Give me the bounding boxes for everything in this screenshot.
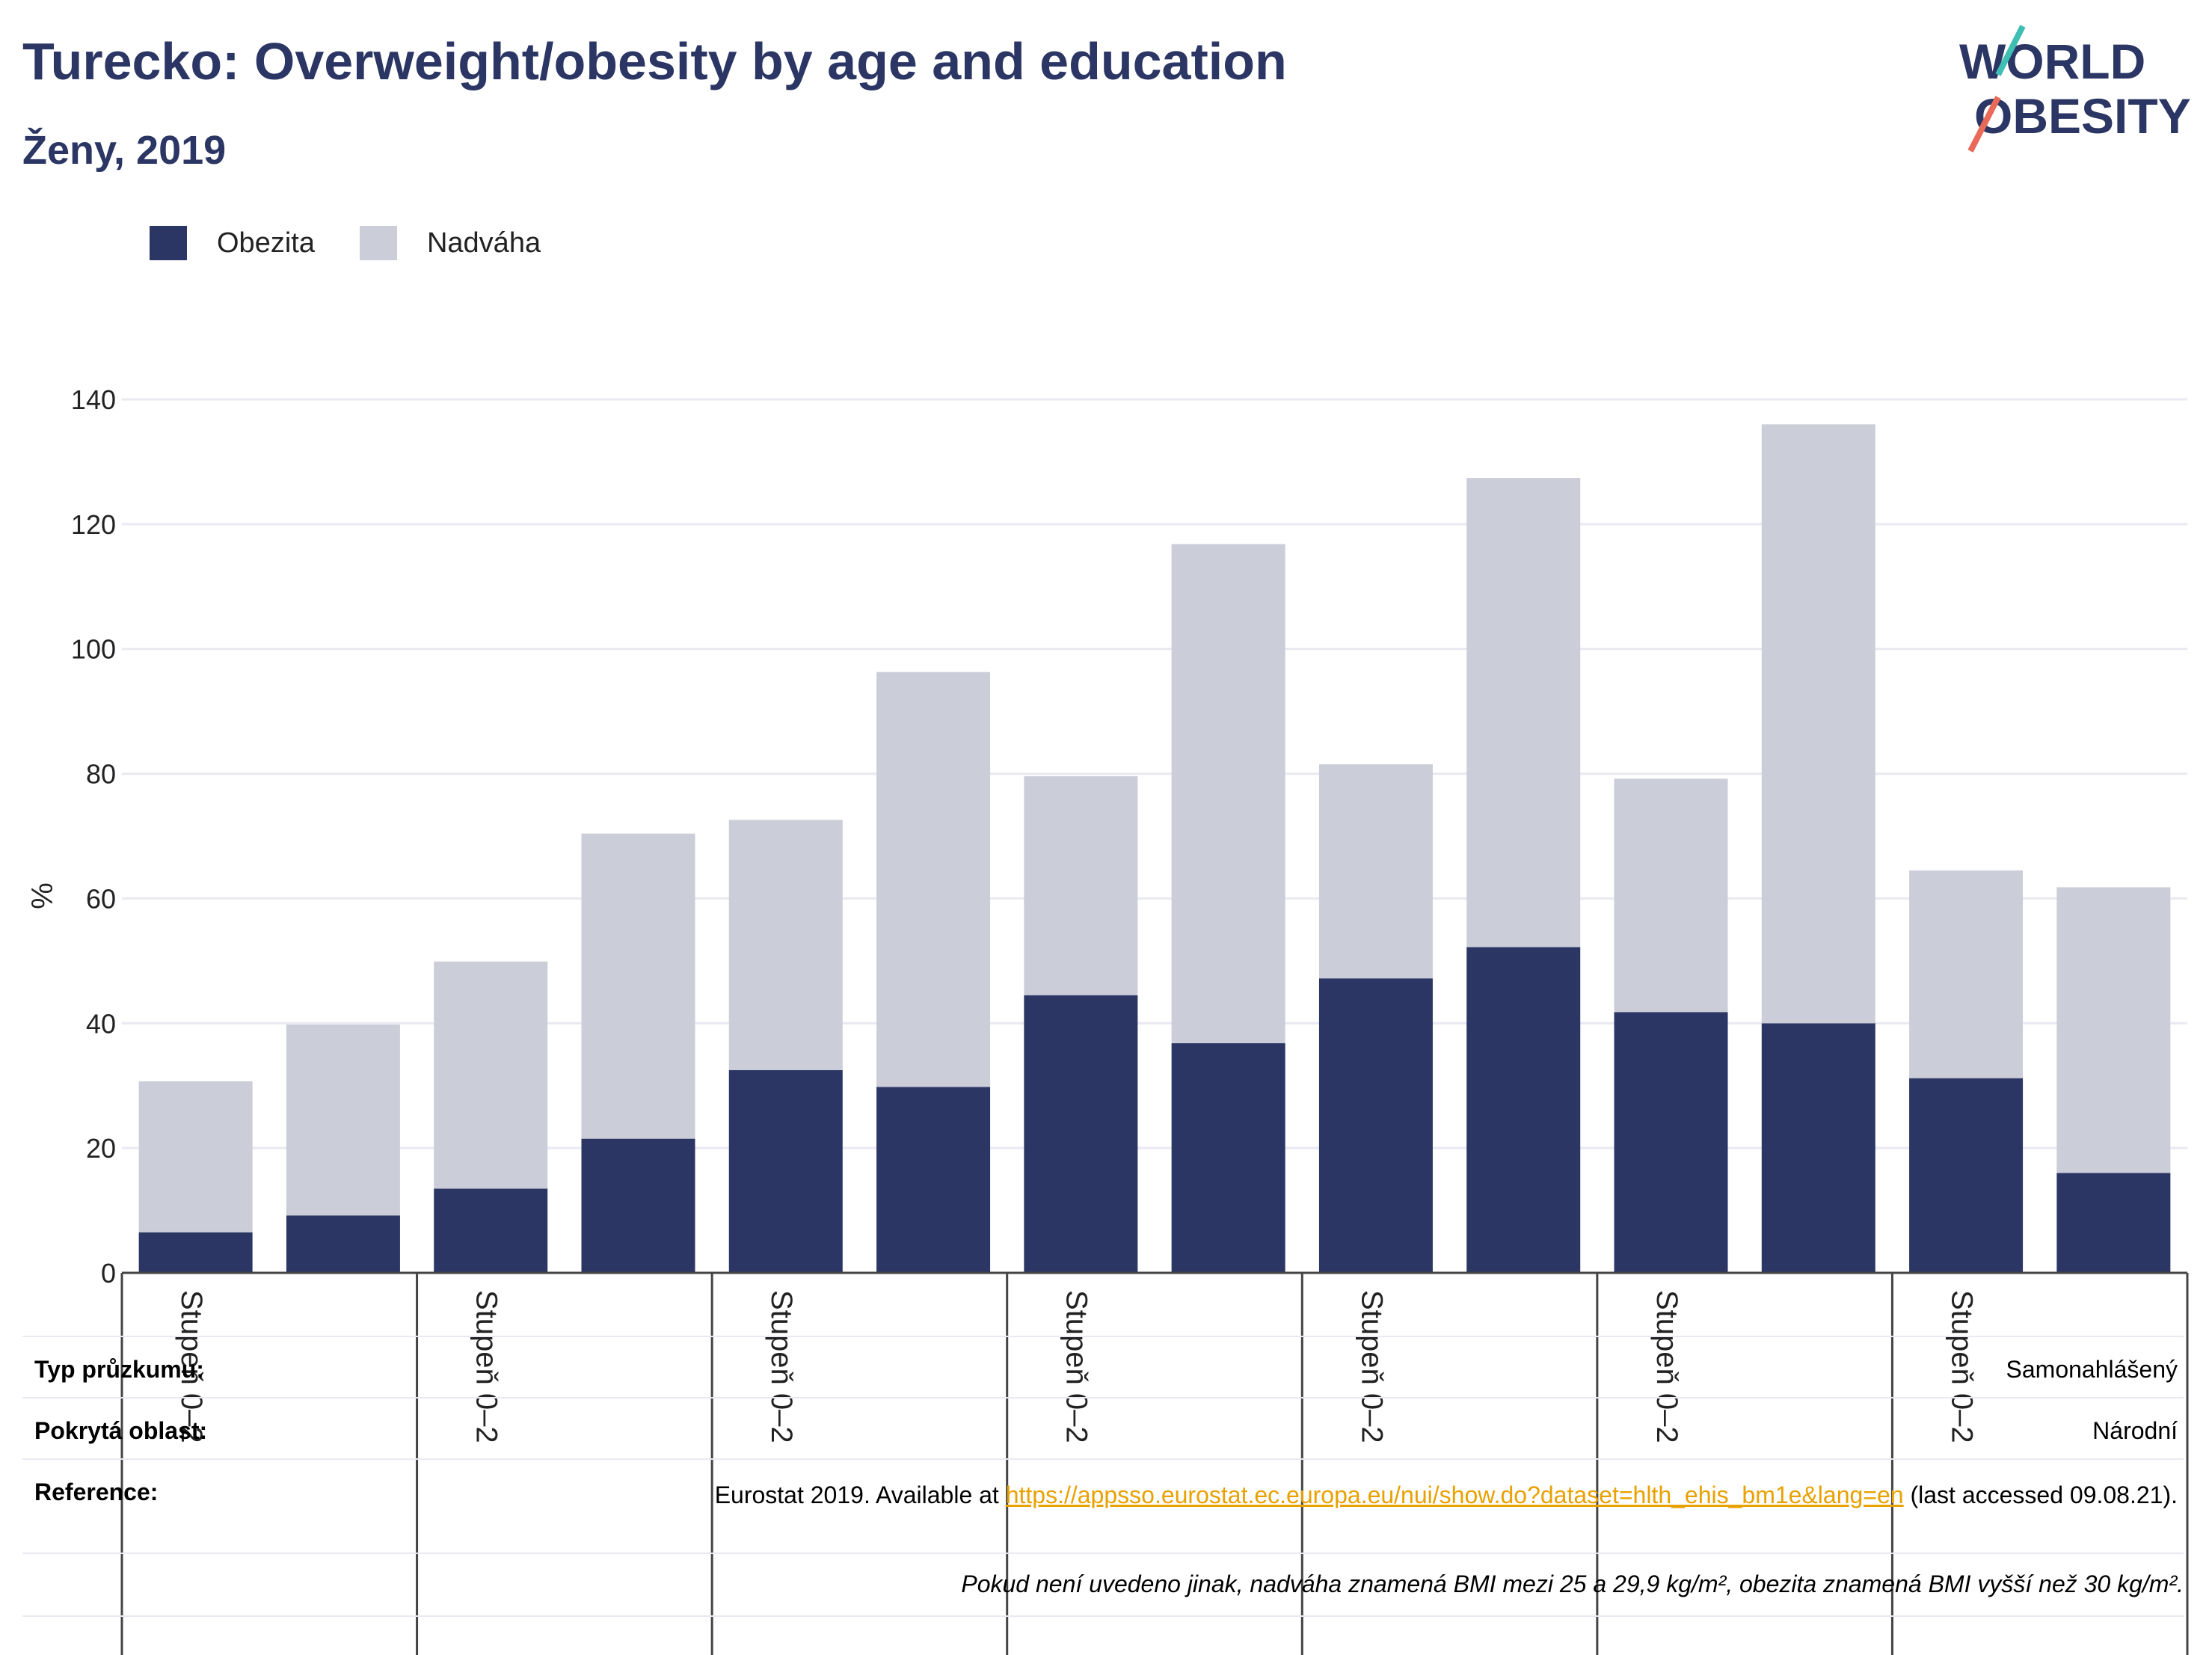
reference-link[interactable]: https://appsso.eurostat.ec.europa.eu/nui… <box>1005 1481 1904 1508</box>
chart-legend: Obezita Nadváha <box>150 224 586 262</box>
bar-overweight <box>434 961 548 1189</box>
reference-label: Reference: <box>34 1479 159 1505</box>
bar-overweight <box>1024 776 1138 995</box>
legend-item-overweight[interactable]: Nadváha <box>359 226 541 260</box>
bar-overweight <box>1909 870 2024 1078</box>
chart-subtitle: Ženy, 2019 <box>22 128 227 173</box>
bar-obesity <box>876 1087 991 1273</box>
bar-obesity <box>1909 1078 2024 1273</box>
bar-overweight <box>1171 544 1285 1043</box>
legend-swatch-overweight <box>359 226 397 260</box>
bar-obesity <box>728 1069 843 1273</box>
y-tick-label: 120 <box>71 509 116 540</box>
bar-overweight <box>138 1081 253 1232</box>
group-label: Stupeň 0–2 <box>1355 1290 1388 1443</box>
bar-obesity <box>286 1215 400 1273</box>
table-divider <box>22 1615 2184 1617</box>
bar-obesity <box>1614 1012 1728 1273</box>
definition-note: Pokud není uvedeno jinak, nadváha znamen… <box>961 1570 2184 1597</box>
y-tick-label: 20 <box>86 1133 116 1164</box>
bar-overweight <box>1318 764 1433 979</box>
bar-obesity <box>581 1138 695 1273</box>
bar-overweight <box>1761 424 1875 1024</box>
bar-obesity <box>1466 947 1581 1273</box>
bar-overweight <box>286 1024 400 1216</box>
legend-swatch-obesity <box>150 226 187 260</box>
bar-overweight <box>581 833 695 1139</box>
survey-type-value: Samonahlášený <box>2006 1356 2178 1383</box>
y-tick-label: 60 <box>86 883 116 914</box>
legend-label-obesity: Obezita <box>217 227 315 259</box>
bar-obesity <box>1318 978 1433 1273</box>
group-label: Stupeň 0–2 <box>1650 1290 1683 1443</box>
area-value: Národní <box>2092 1417 2178 1444</box>
area-label: Pokrytá oblast: <box>34 1417 208 1444</box>
y-tick-label: 80 <box>86 759 116 790</box>
table-divider <box>22 1336 2184 1337</box>
bar-overweight <box>876 672 991 1087</box>
bar-overweight <box>1466 478 1581 948</box>
bar-obesity <box>1761 1023 1875 1273</box>
table-divider <box>22 1458 2184 1460</box>
group-label: Stupeň 0–2 <box>765 1290 798 1443</box>
bar-overweight <box>2056 887 2171 1173</box>
table-divider <box>22 1397 2184 1398</box>
group-label: Stupeň 0–2 <box>1945 1290 1978 1443</box>
reference-prefix: Eurostat 2019. Available at <box>714 1481 1006 1508</box>
bar-overweight <box>728 820 843 1070</box>
bar-obesity <box>138 1232 253 1273</box>
bar-obesity <box>1171 1043 1285 1273</box>
group-label: Stupeň 0–2 <box>470 1290 503 1443</box>
group-label: Stupeň 0–2 <box>1060 1290 1093 1443</box>
survey-type-label: Typ průzkumu: <box>34 1356 204 1383</box>
table-divider <box>22 1553 2184 1554</box>
bar-obesity <box>1024 995 1138 1273</box>
logo-line1: WORLD <box>1959 34 2145 89</box>
bar-overweight <box>1614 779 1728 1013</box>
bar-obesity <box>2056 1173 2171 1273</box>
legend-item-obesity[interactable]: Obezita <box>150 226 315 260</box>
group-label: Stupeň 0–2 <box>175 1290 208 1443</box>
world-obesity-logo: WORLD OBESITY <box>1959 25 2191 153</box>
y-axis-label: % <box>26 882 59 909</box>
reference-suffix: (last accessed 09.08.21). <box>1903 1481 2178 1508</box>
y-tick-label: 100 <box>71 634 116 665</box>
bar-obesity <box>434 1188 548 1273</box>
y-tick-label: 0 <box>101 1258 116 1289</box>
chart-title: Turecko: Overweight/obesity by age and e… <box>22 32 1287 90</box>
legend-label-overweight: Nadváha <box>426 227 541 259</box>
logo-line2: OBESITY <box>1974 88 2191 144</box>
logo-teal-stroke <box>1995 25 2026 76</box>
y-tick-label: 40 <box>86 1008 116 1039</box>
y-tick-label: 140 <box>71 384 116 415</box>
reference-value: Eurostat 2019. Available at https://apps… <box>682 1479 2178 1511</box>
logo-coral-stroke <box>1967 96 2001 153</box>
